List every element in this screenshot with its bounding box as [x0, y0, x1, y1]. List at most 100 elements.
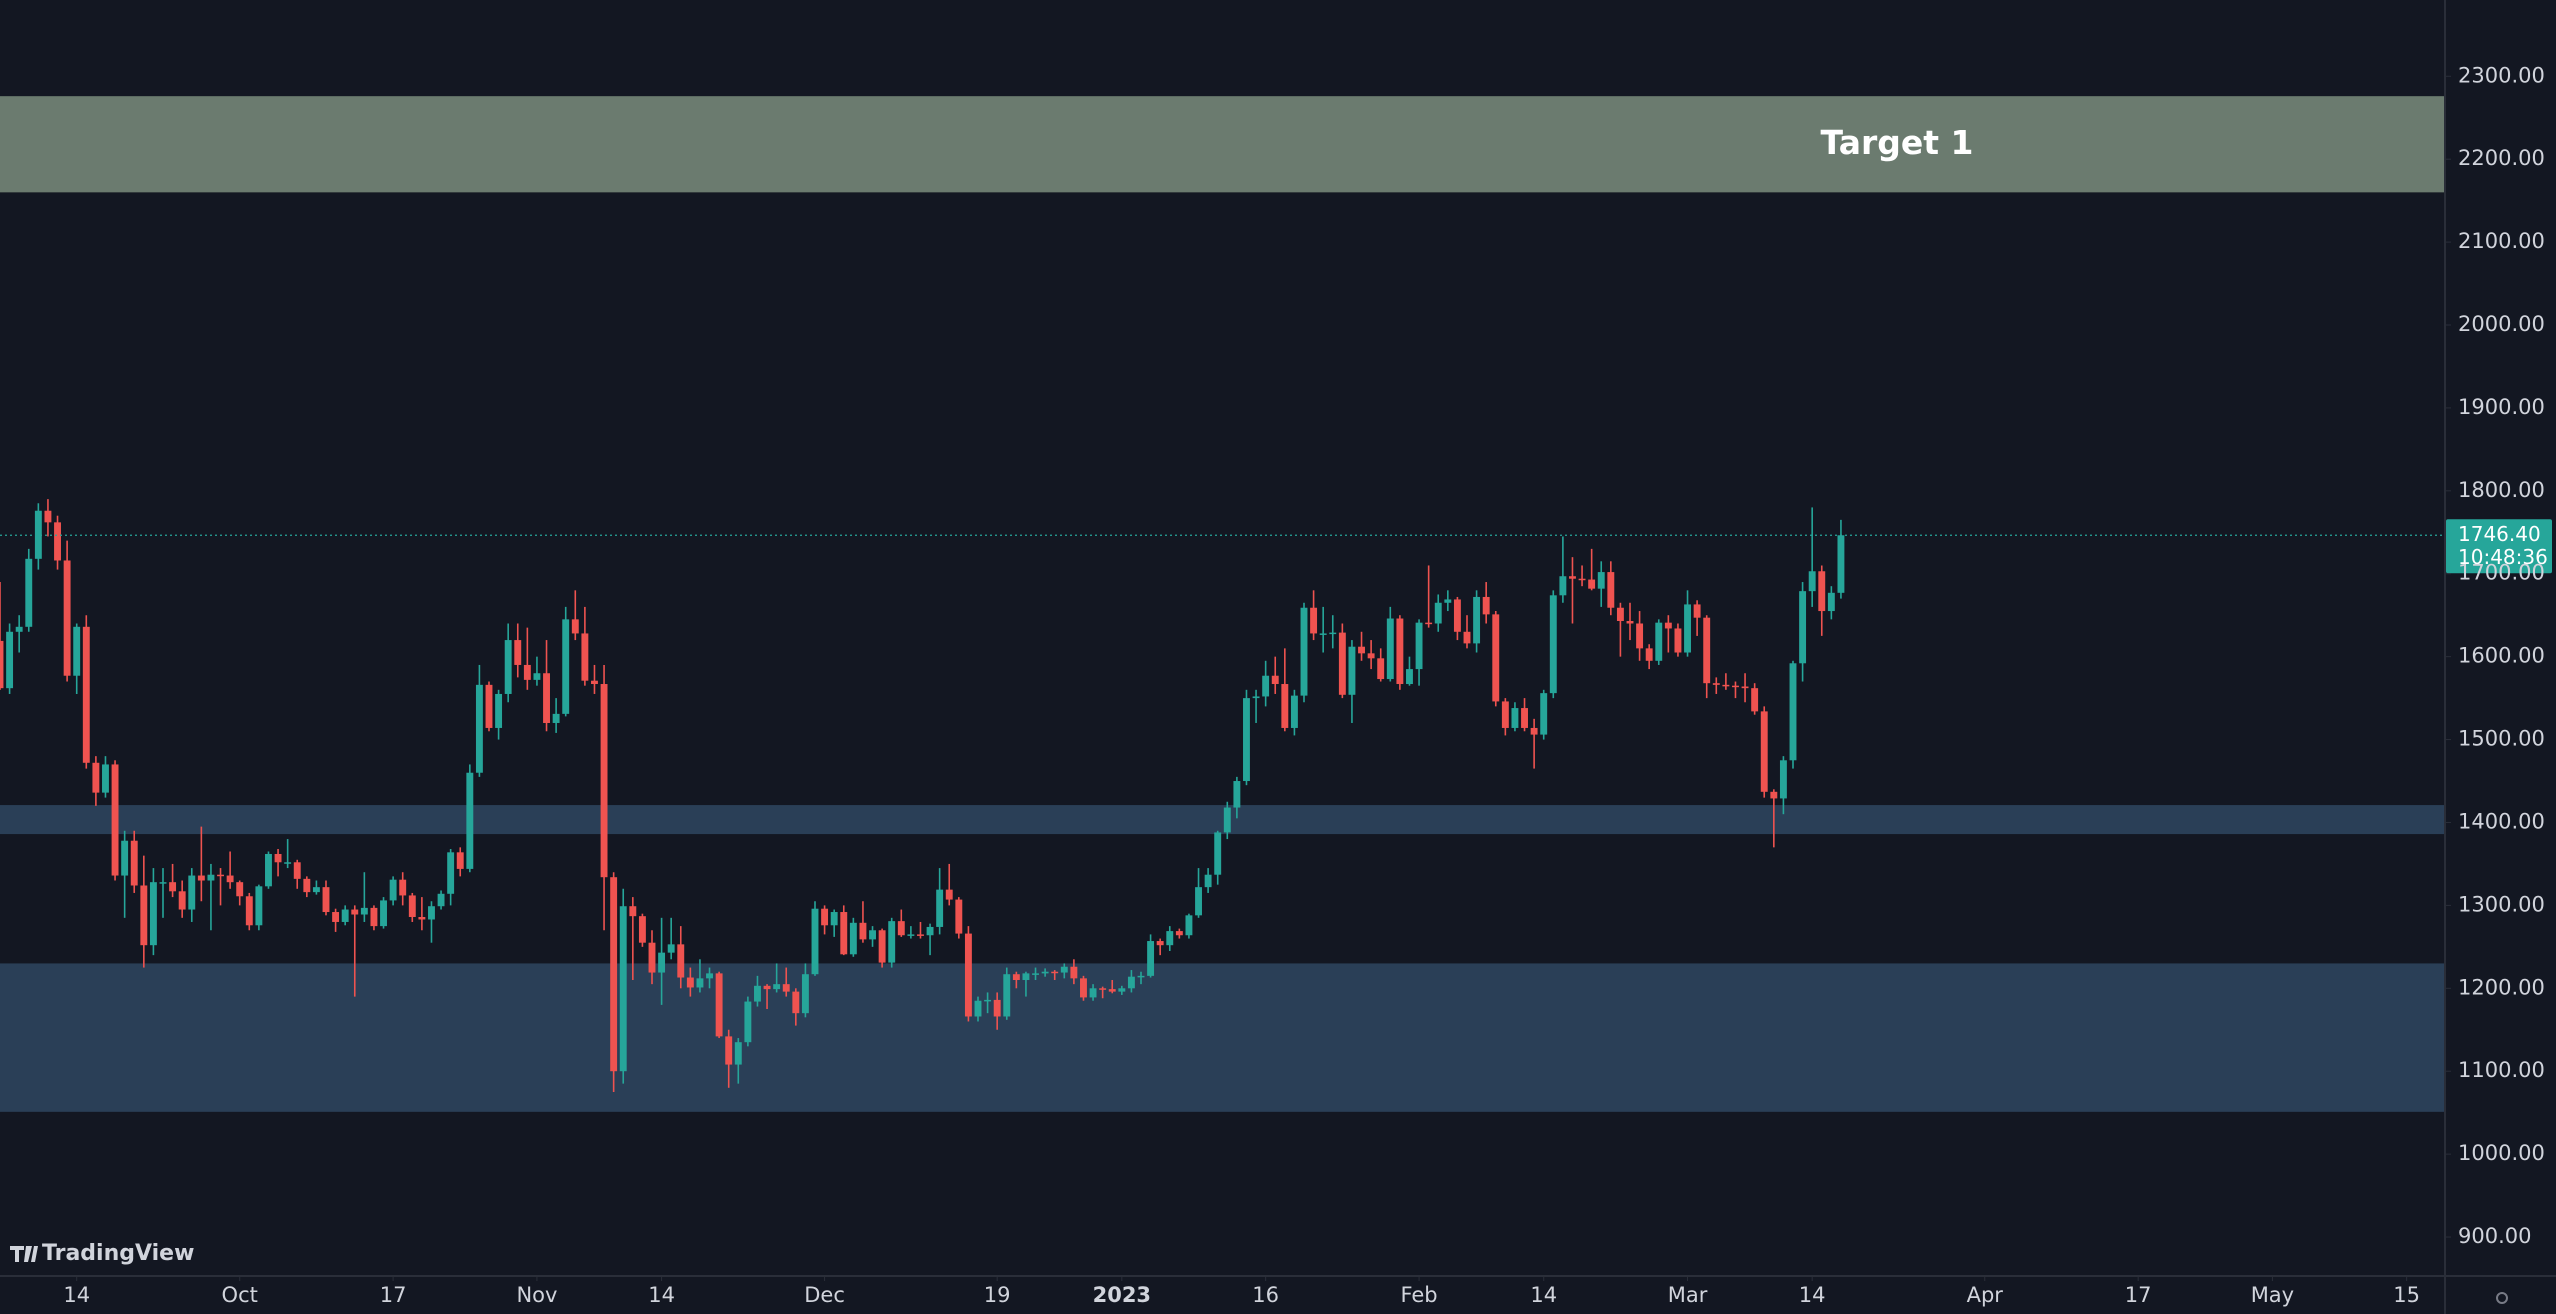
candle-body — [178, 891, 186, 910]
candle-body — [322, 887, 330, 913]
x-tick-label: Dec — [804, 1283, 845, 1307]
candle-body — [1799, 591, 1807, 664]
x-tick-label: 19 — [984, 1283, 1011, 1307]
gear[interactable] — [2496, 1292, 2508, 1304]
candle-body — [437, 893, 445, 907]
candle-body — [82, 626, 90, 763]
candle-body — [638, 916, 646, 943]
candle-body — [715, 973, 723, 1037]
candle-body — [1060, 966, 1068, 973]
candle-body — [821, 908, 829, 926]
candle-body — [514, 640, 522, 665]
candle-body — [801, 974, 809, 1014]
candle-body — [1588, 579, 1596, 589]
candle-body — [552, 713, 560, 723]
candle-body — [830, 912, 838, 926]
candle-body — [888, 921, 896, 963]
candle-body — [1463, 631, 1471, 644]
candle-body — [293, 862, 301, 879]
candle-body — [1012, 974, 1020, 981]
candle-body — [188, 875, 196, 910]
candle-body — [312, 887, 320, 893]
y-tick-label: 1500.00 — [2458, 727, 2545, 751]
candle-body — [34, 510, 42, 559]
candle-body — [1664, 622, 1672, 629]
candle-body — [811, 908, 819, 975]
candle-body — [1789, 663, 1797, 761]
candle-body — [1243, 698, 1250, 782]
candle-body — [1070, 966, 1078, 979]
candle-body — [543, 673, 550, 723]
settings-icon[interactable] — [2496, 1292, 2508, 1304]
candle-body — [1808, 571, 1816, 592]
candle-body — [475, 684, 483, 773]
candle-body — [1569, 576, 1576, 579]
candle-body — [734, 1042, 742, 1065]
candle-body — [1310, 607, 1318, 634]
x-tick-label: Oct — [222, 1283, 258, 1307]
candle-body — [1540, 693, 1548, 735]
last-price-box — [2446, 519, 2552, 574]
candle-body — [1396, 618, 1404, 685]
candle-body — [1386, 618, 1394, 680]
candle-body — [1482, 596, 1490, 615]
candle-body — [1185, 915, 1193, 936]
y-tick-label: 900.00 — [2458, 1224, 2531, 1248]
candle-body — [1003, 974, 1011, 1017]
candle-body — [610, 877, 618, 1072]
candle-body — [351, 909, 359, 915]
candle-body — [523, 664, 531, 680]
candle-body — [725, 1036, 733, 1065]
candle-body — [878, 930, 886, 963]
x-tick-label: Mar — [1668, 1283, 1708, 1307]
candle-body — [1453, 599, 1461, 632]
candle-body — [926, 926, 934, 936]
candle-body — [1041, 971, 1049, 974]
x-tick-label: 16 — [1252, 1283, 1279, 1307]
candle-body — [849, 922, 857, 955]
watermark: TradingView — [10, 1241, 194, 1266]
x-tick-label: 2023 — [1093, 1283, 1151, 1307]
candle-body — [0, 640, 4, 689]
x-tick-label: 17 — [380, 1283, 407, 1307]
candle-body — [993, 999, 1001, 1017]
candle-body — [1674, 628, 1682, 653]
candle-body — [418, 916, 426, 920]
candle-body — [456, 852, 464, 869]
candle-body — [169, 882, 177, 892]
x-tick-label: 14 — [1799, 1283, 1826, 1307]
x-tick-label: 17 — [2125, 1283, 2152, 1307]
candle-body — [1262, 675, 1270, 697]
candle-body — [1597, 572, 1605, 589]
y-tick-label: 2300.00 — [2458, 63, 2545, 87]
candle-body — [1118, 988, 1126, 992]
candle-body — [1444, 599, 1452, 603]
candle-body — [1434, 602, 1442, 624]
candle-body — [706, 973, 713, 979]
x-tick-label: Nov — [516, 1283, 557, 1307]
candle-body — [1655, 622, 1663, 661]
candle-body — [140, 885, 148, 946]
candle-body — [1684, 604, 1691, 653]
candle-body — [1367, 653, 1375, 659]
candle-body — [1827, 592, 1835, 612]
candle-body — [696, 978, 704, 988]
candle-body — [1166, 931, 1174, 946]
candle-body — [1214, 832, 1222, 875]
candle-body — [447, 852, 455, 894]
candle-body — [945, 889, 953, 900]
y-tick-label: 1100.00 — [2458, 1058, 2545, 1082]
candle-body — [370, 907, 378, 927]
candle-body — [1530, 727, 1538, 735]
candle-body — [897, 921, 905, 936]
candle-body — [1549, 595, 1557, 694]
candle-body — [1051, 971, 1059, 974]
candle-body — [332, 912, 340, 922]
y-tick-label: 1800.00 — [2458, 478, 2545, 502]
candle-body — [25, 558, 33, 627]
y-tick-label: 1200.00 — [2458, 975, 2545, 999]
candle-body — [44, 510, 52, 523]
candle-body — [111, 764, 119, 876]
watermark-text: TradingView — [42, 1241, 194, 1266]
